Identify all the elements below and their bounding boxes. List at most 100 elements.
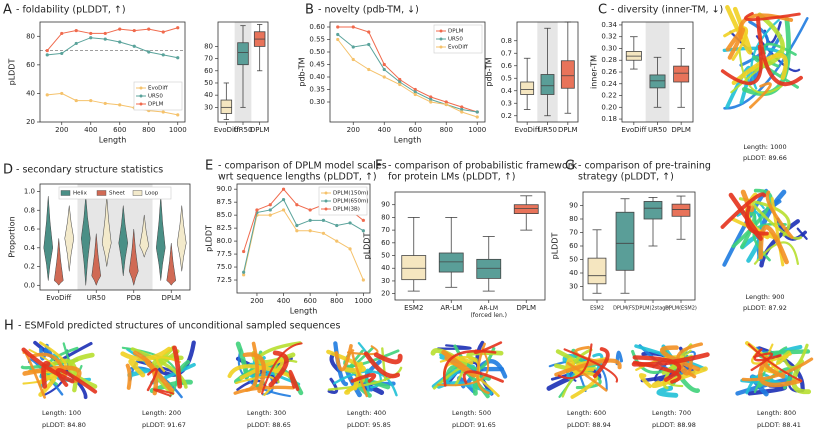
y-tick-label: 70 bbox=[569, 229, 578, 237]
protein-structure bbox=[41, 360, 51, 389]
chart-title: - novelty (pdb-TM, ↓) bbox=[318, 5, 419, 16]
x-tick-label: EvoDiff bbox=[46, 294, 71, 302]
protein-structure bbox=[242, 352, 266, 394]
structure-length: Length: 400 bbox=[347, 409, 386, 417]
data-point bbox=[281, 187, 286, 191]
y-tick-label: 87.5 bbox=[216, 198, 232, 206]
y-tick-label: 70 bbox=[381, 226, 390, 234]
structure-length: Length: 800 bbox=[757, 409, 796, 417]
structure-plddt: pLDDT: 88.65 bbox=[247, 421, 291, 429]
data-point bbox=[308, 218, 312, 222]
x-tick-label: DPLM bbox=[516, 304, 536, 312]
structure-plddt: pLDDT: 88.94 bbox=[567, 421, 611, 429]
structure-plddt: pLDDT: 89.66 bbox=[743, 154, 787, 162]
x-tick-label: AR-LM bbox=[440, 304, 462, 312]
panel-label: F bbox=[375, 159, 382, 174]
structure-length: Length: 300 bbox=[247, 409, 286, 417]
x-tick-label-line: AR-LM bbox=[479, 305, 498, 312]
data-point bbox=[45, 93, 49, 97]
x-tick-label: EvoDiff bbox=[621, 126, 646, 134]
y-tick-label: 0.6 bbox=[24, 225, 36, 233]
x-tick-label: DPLM bbox=[161, 294, 181, 302]
y-tick-label: 80 bbox=[26, 32, 35, 40]
plot-frame bbox=[516, 21, 579, 123]
x-tick-label: 200 bbox=[250, 297, 263, 305]
data-point bbox=[361, 229, 365, 233]
data-point bbox=[444, 102, 448, 107]
y-axis-label: pLDDT bbox=[551, 233, 560, 260]
protein-structure bbox=[725, 27, 746, 60]
data-point bbox=[45, 53, 49, 57]
y-tick-label: 85.0 bbox=[216, 211, 232, 219]
data-point bbox=[161, 30, 165, 34]
x-tick-label: 1000 bbox=[468, 126, 486, 134]
protein-structure bbox=[172, 345, 183, 389]
protein-structure bbox=[723, 26, 749, 61]
data-point bbox=[161, 110, 165, 114]
data-point bbox=[361, 278, 365, 282]
protein-structure bbox=[239, 358, 285, 380]
protein-structure bbox=[563, 348, 619, 383]
y-tick-label: 50 bbox=[569, 256, 578, 264]
y-tick-label: 30 bbox=[569, 283, 578, 291]
y-tick-label: 0.26 bbox=[601, 68, 617, 76]
data-point bbox=[348, 247, 352, 251]
x-tick-label: 400 bbox=[277, 297, 290, 305]
data-point bbox=[351, 25, 355, 29]
panel-label: D bbox=[3, 163, 13, 178]
protein-structure bbox=[55, 368, 98, 394]
data-point bbox=[335, 239, 339, 243]
chart-title: - comparison of DPLM model scales bbox=[218, 161, 387, 172]
structure-length: Length: 700 bbox=[652, 409, 691, 417]
data-point bbox=[321, 231, 326, 235]
x-tick-label: DPLM bbox=[558, 126, 578, 134]
y-tick-label: 0.8 bbox=[24, 206, 35, 214]
box bbox=[476, 258, 502, 279]
violin bbox=[101, 196, 112, 267]
protein-structure bbox=[720, 192, 767, 229]
x-axis-label: Length bbox=[290, 307, 318, 316]
data-point bbox=[429, 95, 433, 99]
box bbox=[649, 74, 666, 89]
structure-length: Length: 100 bbox=[42, 409, 81, 417]
chart-title: - comparison of pre-training bbox=[578, 161, 711, 172]
legend-swatch bbox=[324, 199, 328, 203]
data-point bbox=[176, 56, 180, 60]
x-tick-label-line: (forced len.) bbox=[470, 312, 507, 319]
y-tick-label: 90.0 bbox=[216, 185, 232, 193]
data-point bbox=[429, 97, 433, 102]
x-tick-label: 800 bbox=[440, 126, 453, 134]
box bbox=[220, 99, 233, 114]
data-point bbox=[60, 51, 64, 56]
data-point bbox=[89, 98, 93, 103]
y-axis-label: pLDDT bbox=[363, 233, 372, 260]
y-tick-label: 60 bbox=[569, 242, 578, 250]
data-point bbox=[176, 113, 180, 117]
structure-plddt: pLDDT: 88.41 bbox=[757, 421, 801, 429]
protein-structure bbox=[21, 347, 75, 384]
x-tick-label: UR50 bbox=[87, 294, 106, 302]
y-tick-label: 0.8 bbox=[501, 37, 512, 45]
y-tick-label: 77.5 bbox=[216, 250, 232, 258]
y-tick-label: 60 bbox=[381, 239, 390, 247]
protein-structure bbox=[557, 343, 593, 380]
legend-label: Sheet bbox=[109, 191, 126, 197]
data-point bbox=[89, 36, 93, 40]
protein-structure bbox=[744, 12, 801, 22]
protein-structure bbox=[351, 349, 368, 398]
y-axis-label: pLDDT bbox=[8, 59, 17, 86]
protein-structure bbox=[728, 192, 763, 241]
series-line bbox=[46, 27, 178, 51]
x-tick-label: EvoDiff bbox=[515, 126, 540, 134]
structure-plddt: pLDDT: 87.92 bbox=[743, 304, 787, 312]
data-point bbox=[74, 28, 78, 33]
chart-title: - foldability (pLDDT, ↑) bbox=[16, 5, 126, 16]
protein-structure bbox=[327, 366, 403, 391]
protein-structure bbox=[748, 199, 803, 240]
chart-title: - diversity (inner-TM, ↓) bbox=[611, 5, 723, 16]
x-tick-label: 400 bbox=[84, 126, 97, 134]
data-point bbox=[147, 50, 151, 54]
y-tick-label: 0.0 bbox=[24, 281, 35, 289]
data-point bbox=[398, 82, 402, 87]
protein-structure bbox=[437, 347, 489, 387]
